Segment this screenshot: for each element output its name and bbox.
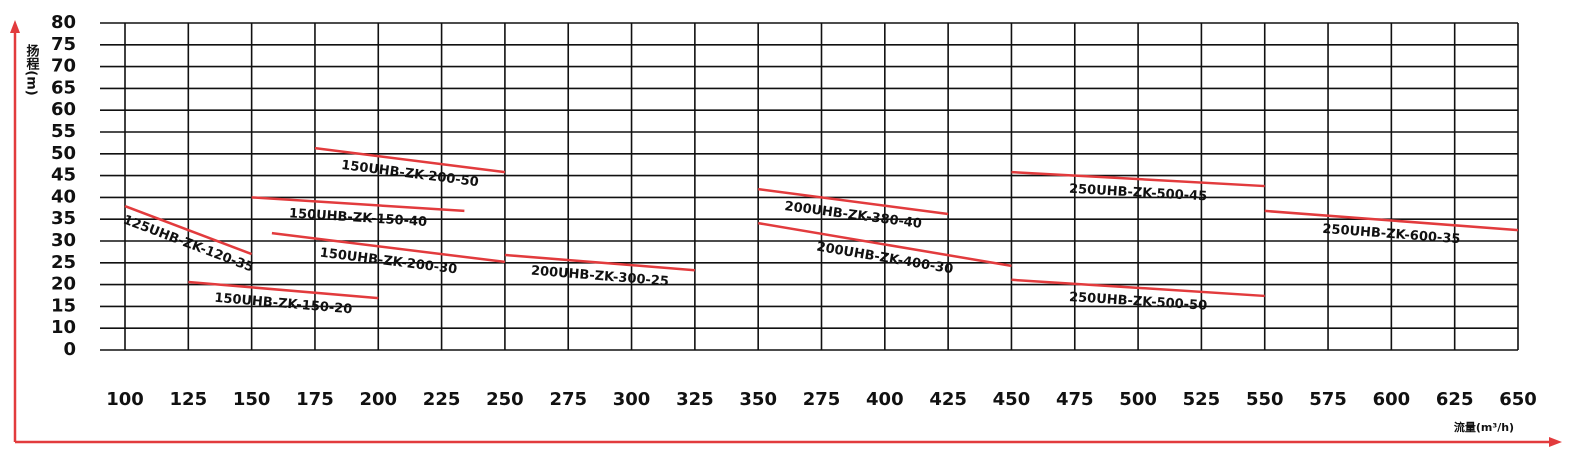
series-line (1264, 209, 1519, 232)
y-tick-label: 20 (51, 274, 76, 295)
x-tick-label: 225 (423, 389, 461, 410)
x-tick-label: 300 (613, 389, 651, 410)
y-arrow-head (10, 20, 20, 33)
x-tick-label: 200 (359, 389, 397, 410)
y-tick-label: 30 (51, 230, 76, 251)
y-axis-title: 扬程(m) (24, 44, 40, 96)
series-label: 150UHB-ZK-150-40 (289, 206, 428, 230)
y-tick-label: 75 (51, 34, 76, 55)
series-line (757, 221, 1012, 268)
x-tick-label: 550 (1246, 389, 1284, 410)
series-line (314, 146, 506, 174)
y-tick-label: 0 (63, 339, 76, 360)
x-tick-label: 650 (1499, 389, 1537, 410)
series-line (124, 204, 253, 256)
x-tick-label: 175 (296, 389, 334, 410)
x-tick-label: 500 (1119, 389, 1157, 410)
x-arrow-head (1549, 437, 1562, 447)
y-tick-label: 60 (51, 99, 76, 120)
y-tick-label: 50 (51, 143, 76, 164)
x-tick-label: 600 (1373, 389, 1411, 410)
y-tick-label: 40 (51, 186, 76, 207)
x-tick-label: 125 (170, 389, 208, 410)
y-tick-label: 15 (51, 295, 76, 316)
series-line (251, 196, 465, 213)
x-tick-label: 325 (676, 389, 714, 410)
x-tick-label: 350 (739, 389, 777, 410)
y-tick-label: 55 (51, 121, 76, 142)
x-tick-label: 625 (1436, 389, 1474, 410)
y-tick-label: 65 (51, 77, 76, 98)
y-tick-label: 10 (51, 317, 76, 338)
x-tick-label: 575 (1309, 389, 1347, 410)
series-line (271, 231, 506, 264)
series-line (188, 280, 379, 300)
x-tick-label: 150 (233, 389, 271, 410)
y-tick-label: 45 (51, 165, 76, 186)
y-tick-label: 35 (51, 208, 76, 229)
series-line (1011, 278, 1265, 298)
x-tick-label: 425 (929, 389, 967, 410)
series-label: 150UHB-ZK-200-30 (319, 246, 458, 278)
x-tick-label: 100 (106, 389, 144, 410)
x-tick-label: 475 (1056, 389, 1094, 410)
x-tick-label: 525 (1183, 389, 1221, 410)
series-line (1011, 170, 1265, 188)
x-tick-label: 400 (866, 389, 904, 410)
series-label: 150UHB-ZK-200-50 (340, 158, 479, 190)
x-tick-label: 275 (803, 389, 841, 410)
series-label: 200UHB-ZK-380-40 (784, 199, 923, 232)
x-tick-label: 250 (486, 389, 524, 410)
x-tick-label: 275 (549, 389, 587, 410)
x-axis-title: 流量(m³/h) (1454, 420, 1514, 434)
y-tick-label: 80 (51, 12, 76, 33)
series-line (504, 253, 695, 272)
series-line (758, 187, 949, 216)
y-tick-label: 25 (51, 252, 76, 273)
x-tick-label: 450 (993, 389, 1031, 410)
y-tick-label: 70 (51, 56, 76, 77)
